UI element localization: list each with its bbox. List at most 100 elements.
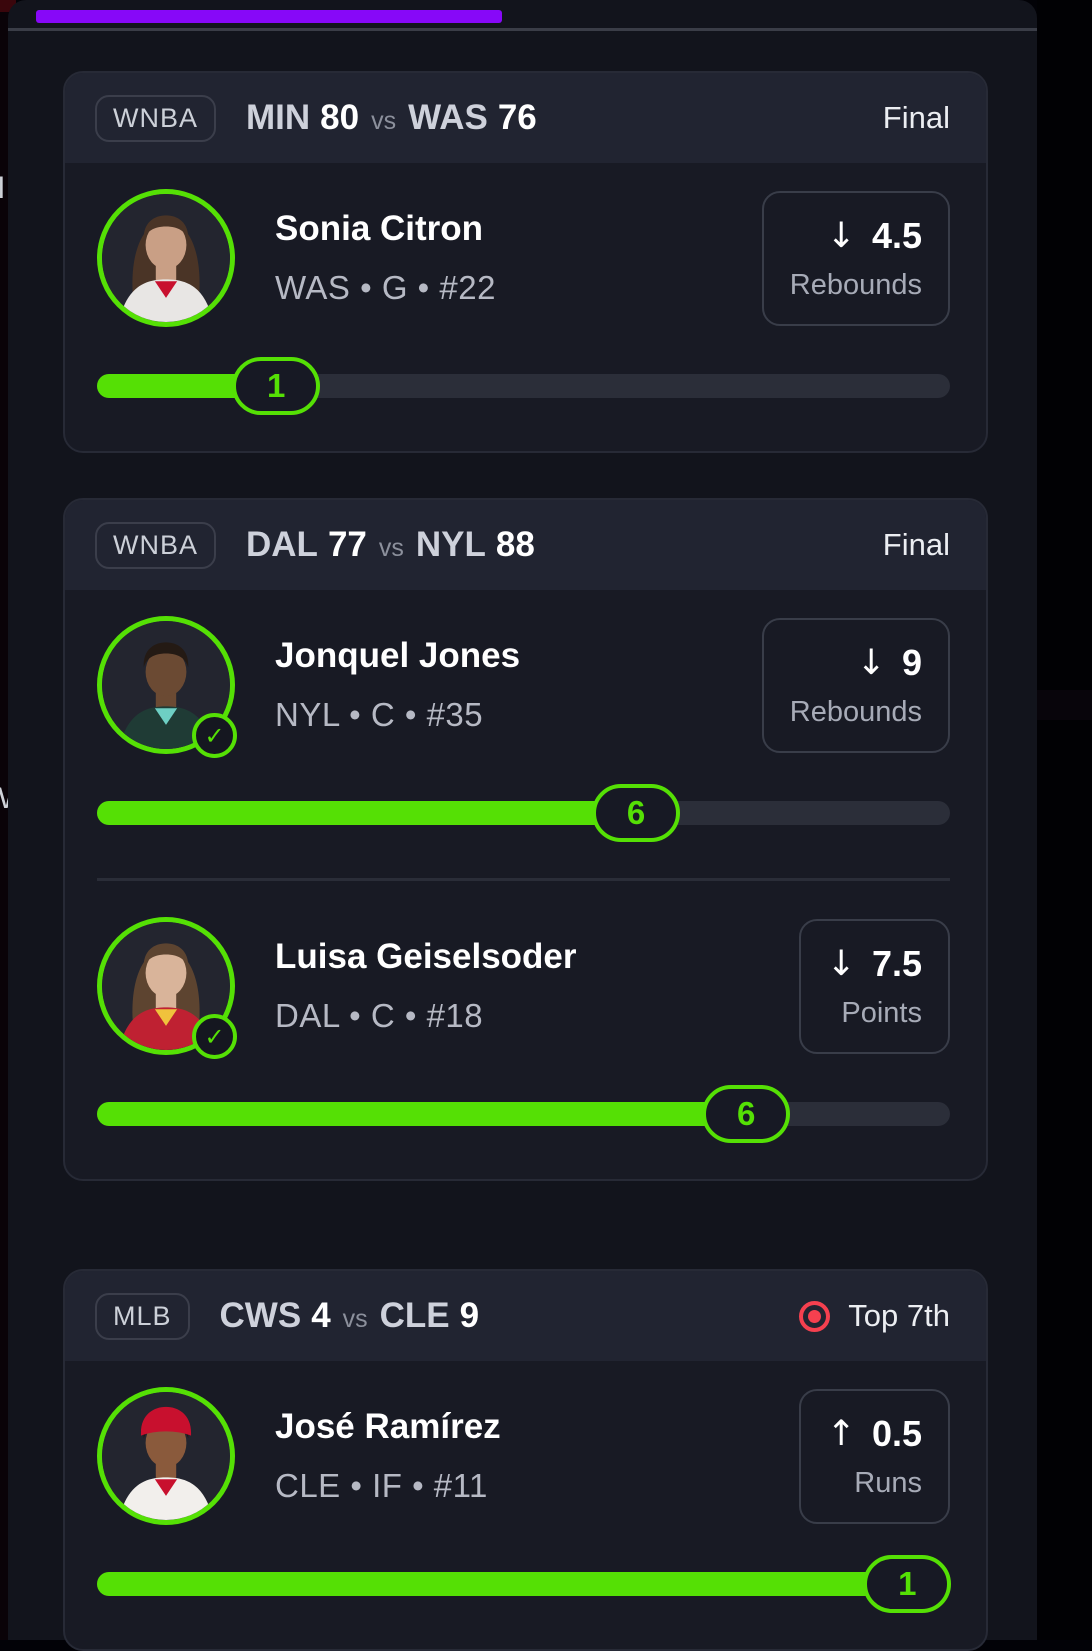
away-score: 4 [311,1296,331,1335]
player-info: Luisa Geiselsoder DAL • C • #18 [275,937,577,1035]
game-status: Final [883,527,950,563]
background-page-edge: l W [0,0,10,1640]
arrow-down-icon: ↓ [826,943,856,984]
stat-value: ↓ 9 [857,642,922,684]
away-team: CWS [219,1296,302,1335]
stat-box: ↓ 7.5 Points [798,918,950,1054]
vs-label: vs [378,534,404,562]
player-silhouette [102,621,230,749]
entry-divider [97,878,950,881]
progress-bar: 6 [97,784,950,842]
arrow-down-icon: ↓ [826,215,856,256]
avatar: ✓ [97,616,237,758]
stat-label: Rebounds [789,268,922,301]
player-name: José Ramírez [275,1407,501,1446]
league-badge: WNBA [95,521,216,569]
stat-number: 9 [901,641,922,683]
player-meta: NYL • C • #35 [275,696,484,733]
sheet-topbar [8,0,1037,31]
player-photo [97,189,235,327]
game-status: Final [883,100,950,136]
picks-sheet: WNBA MIN 80 vs WAS 76 Final [8,0,1037,1651]
avatar [97,1387,235,1525]
stat-number: 7.5 [871,942,922,984]
stat-number: 0.5 [871,1412,922,1454]
player-silhouette [102,922,230,1050]
background-right-edge [1037,0,1092,1640]
pick-row-jonquel-jones[interactable]: ✓ Jonquel Jones NYL • C • #35 ↓ 9 Reboun… [65,590,986,758]
player-name: Luisa Geiselsoder [275,937,577,976]
away-team: DAL [246,525,318,564]
league-badge: WNBA [95,94,216,142]
player-photo [97,1387,235,1525]
avatar: ✓ [97,917,237,1059]
progress-value-badge: 1 [863,1555,952,1613]
game-card-wnba-dal-nyl[interactable]: WNBA DAL 77 vs NYL 88 Final [63,498,988,1181]
progress-value-badge: 6 [702,1085,791,1143]
game-card-mlb-cws-cle[interactable]: MLB CWS 4 vs CLE 9 Top 7th [63,1269,988,1651]
stat-value: ↓ 7.5 [827,943,922,985]
stat-label: Runs [854,1466,922,1499]
clipped-text-fragment: W [0,782,10,816]
game-header: WNBA DAL 77 vs NYL 88 Final [65,500,986,590]
progress-fill [97,1102,747,1126]
progress-fill [97,1572,908,1596]
entry-progress-bar [36,10,503,23]
home-score: 88 [495,525,535,564]
player-silhouette [102,194,230,322]
progress-value-badge: 1 [232,357,321,415]
settled-check-icon: ✓ [192,1014,237,1059]
home-team: NYL [415,525,486,564]
away-score: 80 [320,98,360,137]
progress-bar: 1 [97,1555,952,1613]
player-name: Jonquel Jones [275,636,521,675]
player-info: Sonia Citron WAS • G • #22 [275,209,496,307]
stat-value: ↑ 0.5 [827,1413,922,1455]
player-info: Jonquel Jones NYL • C • #35 [275,636,520,734]
vs-label: vs [342,1305,368,1333]
stat-label: Points [841,996,922,1029]
stat-box: ↓ 9 Rebounds [761,617,950,753]
stat-number: 4.5 [871,214,922,256]
home-score: 76 [497,98,537,137]
pick-row-jose-ramirez[interactable]: José Ramírez CLE • IF • #11 ↑ 0.5 Runs [65,1361,986,1525]
home-team: CLE [379,1296,450,1335]
arrow-down-icon: ↓ [856,642,886,683]
player-info: José Ramírez CLE • IF • #11 [275,1407,501,1505]
pick-row-sonia-citron[interactable]: Sonia Citron WAS • G • #22 ↓ 4.5 Rebound… [65,163,986,327]
status-text: Top 7th [848,1298,950,1333]
league-badge: MLB [95,1292,190,1340]
pick-row-luisa-geiselsoder[interactable]: ✓ Luisa Geiselsoder DAL • C • #18 ↓ 7.5 … [65,891,986,1059]
stat-box: ↑ 0.5 Runs [798,1388,950,1524]
matchup-score: DAL 77 vs NYL 88 [246,525,535,565]
matchup-score: CWS 4 vs CLE 9 [220,1296,480,1336]
status-text: Final [882,527,950,562]
player-name: Sonia Citron [275,209,484,248]
away-score: 77 [327,525,367,564]
matchup-score: MIN 80 vs WAS 76 [246,98,537,138]
away-team: MIN [246,98,311,137]
home-team: WAS [408,98,488,137]
clipped-text-fragment: l [0,172,5,205]
progress-bar: 1 [97,357,950,415]
avatar [97,189,235,327]
player-silhouette [102,1392,230,1520]
stat-value: ↓ 4.5 [827,215,922,257]
player-meta: CLE • IF • #11 [275,1467,488,1504]
settled-check-icon: ✓ [192,713,237,758]
game-cards-list: WNBA MIN 80 vs WAS 76 Final [8,31,1037,1651]
vs-label: vs [371,107,397,135]
game-header: WNBA MIN 80 vs WAS 76 Final [65,73,986,163]
game-card-wnba-min-was[interactable]: WNBA MIN 80 vs WAS 76 Final [63,71,988,453]
player-meta: WAS • G • #22 [275,269,496,306]
stat-box: ↓ 4.5 Rebounds [761,190,950,326]
progress-fill [97,801,637,825]
player-meta: DAL • C • #18 [275,997,484,1034]
status-text: Final [882,100,950,135]
progress-bar: 6 [97,1085,950,1143]
home-score: 9 [459,1296,480,1335]
live-indicator-icon [799,1300,831,1332]
game-status-live: Top 7th [799,1298,950,1334]
stat-label: Rebounds [789,695,922,728]
progress-value-badge: 6 [592,784,681,842]
